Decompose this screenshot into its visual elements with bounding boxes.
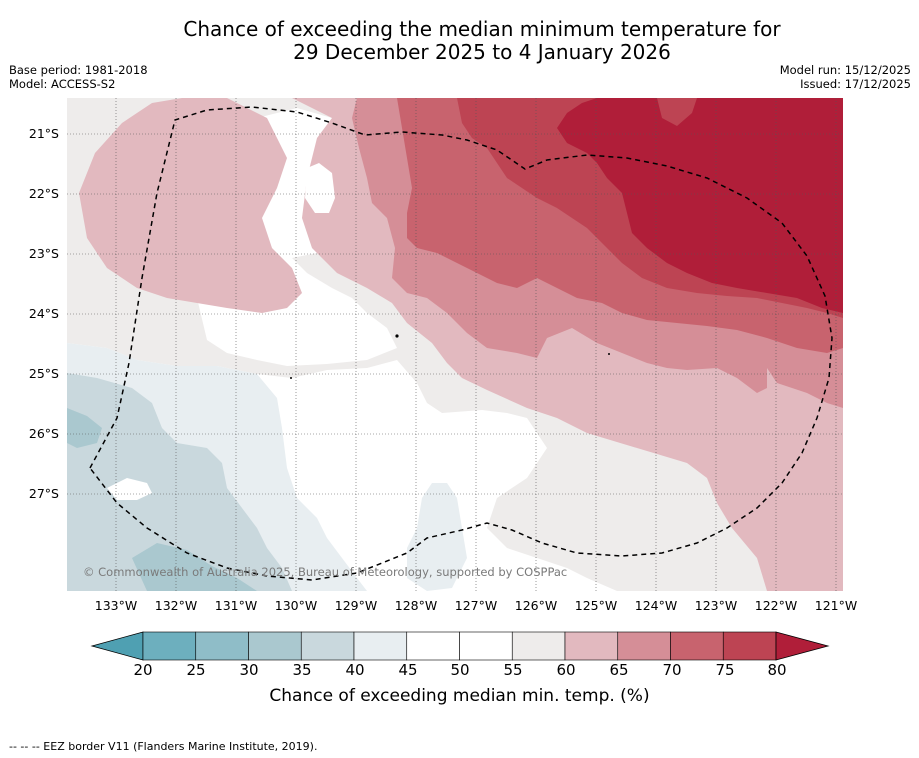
lon-label-127w: 127°W — [454, 598, 498, 613]
colorbar-tick-25: 25 — [186, 661, 206, 679]
colorbar-segment-40-45 — [353, 631, 408, 661]
colorbar-tick-55: 55 — [503, 661, 523, 679]
colorbar-tick-75: 75 — [715, 661, 735, 679]
region-over-80 — [557, 98, 843, 313]
model-name: Model: ACCESS-S2 — [9, 77, 116, 91]
colorbar-tick-20: 20 — [133, 661, 153, 679]
title-line-2: 29 December 2025 to 4 January 2026 — [293, 40, 671, 64]
region-hole-white-2 — [305, 163, 335, 213]
lat-label-27s: 27°S — [28, 486, 59, 501]
issued-date: Issued: 17/12/2025 — [800, 77, 911, 91]
colorbar-tick-45: 45 — [398, 661, 418, 679]
colorbar-tick-50: 50 — [450, 661, 470, 679]
colorbar-segments — [90, 631, 830, 661]
region-30-35-south — [132, 543, 257, 591]
lon-label-126w: 126°W — [514, 598, 558, 613]
colorbar-segment-20-25 — [142, 631, 197, 661]
colorbar-tick-65: 65 — [609, 661, 629, 679]
colorbar-segment-30-35 — [248, 631, 302, 661]
model-run: Model run: 15/12/2025 — [779, 63, 911, 77]
meta-left: Base period: 1981-2018 Model: ACCESS-S2 — [9, 63, 148, 91]
lon-label-131w: 131°W — [214, 598, 258, 613]
region-hole-white — [107, 478, 152, 500]
title-line-1: Chance of exceeding the median minimum t… — [183, 17, 781, 41]
lat-label-26s: 26°S — [28, 426, 59, 441]
region-40-45-small — [407, 483, 467, 591]
lon-label-124w: 124°W — [634, 598, 678, 613]
lon-label-132w: 132°W — [154, 598, 198, 613]
lon-label-125w: 125°W — [574, 598, 618, 613]
colorbar-tick-30: 30 — [239, 661, 259, 679]
colorbar-segment-60-65 — [564, 631, 619, 661]
island-markers — [290, 334, 610, 379]
eez-border — [89, 106, 833, 581]
region-30-35 — [67, 408, 102, 448]
colorbar-segment-50-55 — [459, 631, 513, 661]
map-panel — [67, 98, 843, 591]
colorbar-segment-75-80 — [722, 631, 777, 661]
lon-label-122w: 122°W — [754, 598, 798, 613]
colorbar-segment-25-30 — [195, 631, 249, 661]
colorbar-over-arrow — [775, 631, 830, 661]
lon-label-129w: 129°W — [334, 598, 378, 613]
copyright-notice: © Commonwealth of Australia 2025, Bureau… — [83, 565, 568, 579]
graticule — [67, 98, 843, 591]
colorbar-tick-40: 40 — [345, 661, 365, 679]
lat-label-21s: 21°S — [28, 126, 59, 141]
colorbar-tick-35: 35 — [292, 661, 312, 679]
colorbar-tick-80: 80 — [767, 661, 787, 679]
lat-label-24s: 24°S — [28, 306, 59, 321]
colorbar-segment-65-70 — [617, 631, 671, 661]
base-period: Base period: 1981-2018 — [9, 63, 148, 77]
colorbar-tick-60: 60 — [556, 661, 576, 679]
region-60-65-west — [79, 98, 302, 313]
colorbar-label: Chance of exceeding median min. temp. (%… — [269, 686, 650, 706]
lat-label-22s: 22°S — [28, 186, 59, 201]
colorbar-tick-70: 70 — [662, 661, 682, 679]
lon-label-123w: 123°W — [694, 598, 738, 613]
colorbar-segment-55-60 — [511, 631, 566, 661]
lon-label-133w: 133°W — [94, 598, 138, 613]
map-title: Chance of exceeding the median minimum t… — [0, 18, 919, 64]
lon-label-130w: 130°W — [274, 598, 318, 613]
colorbar-segment-35-40 — [300, 631, 355, 661]
colorbar-under-arrow — [90, 631, 144, 661]
colorbar-segment-70-75 — [670, 631, 724, 661]
eez-footnote: -- -- -- EEZ border V11 (Flanders Marine… — [9, 740, 318, 753]
lat-label-23s: 23°S — [28, 246, 59, 261]
colorbar-segment-45-50 — [406, 631, 460, 661]
region-75-80-inset — [657, 98, 697, 126]
meta-right: Model run: 15/12/2025 Issued: 17/12/2025 — [780, 63, 911, 91]
colorbar — [90, 631, 830, 661]
lat-label-25s: 25°S — [28, 366, 59, 381]
lon-label-128w: 128°W — [394, 598, 438, 613]
lon-label-121w: 121°W — [814, 598, 858, 613]
